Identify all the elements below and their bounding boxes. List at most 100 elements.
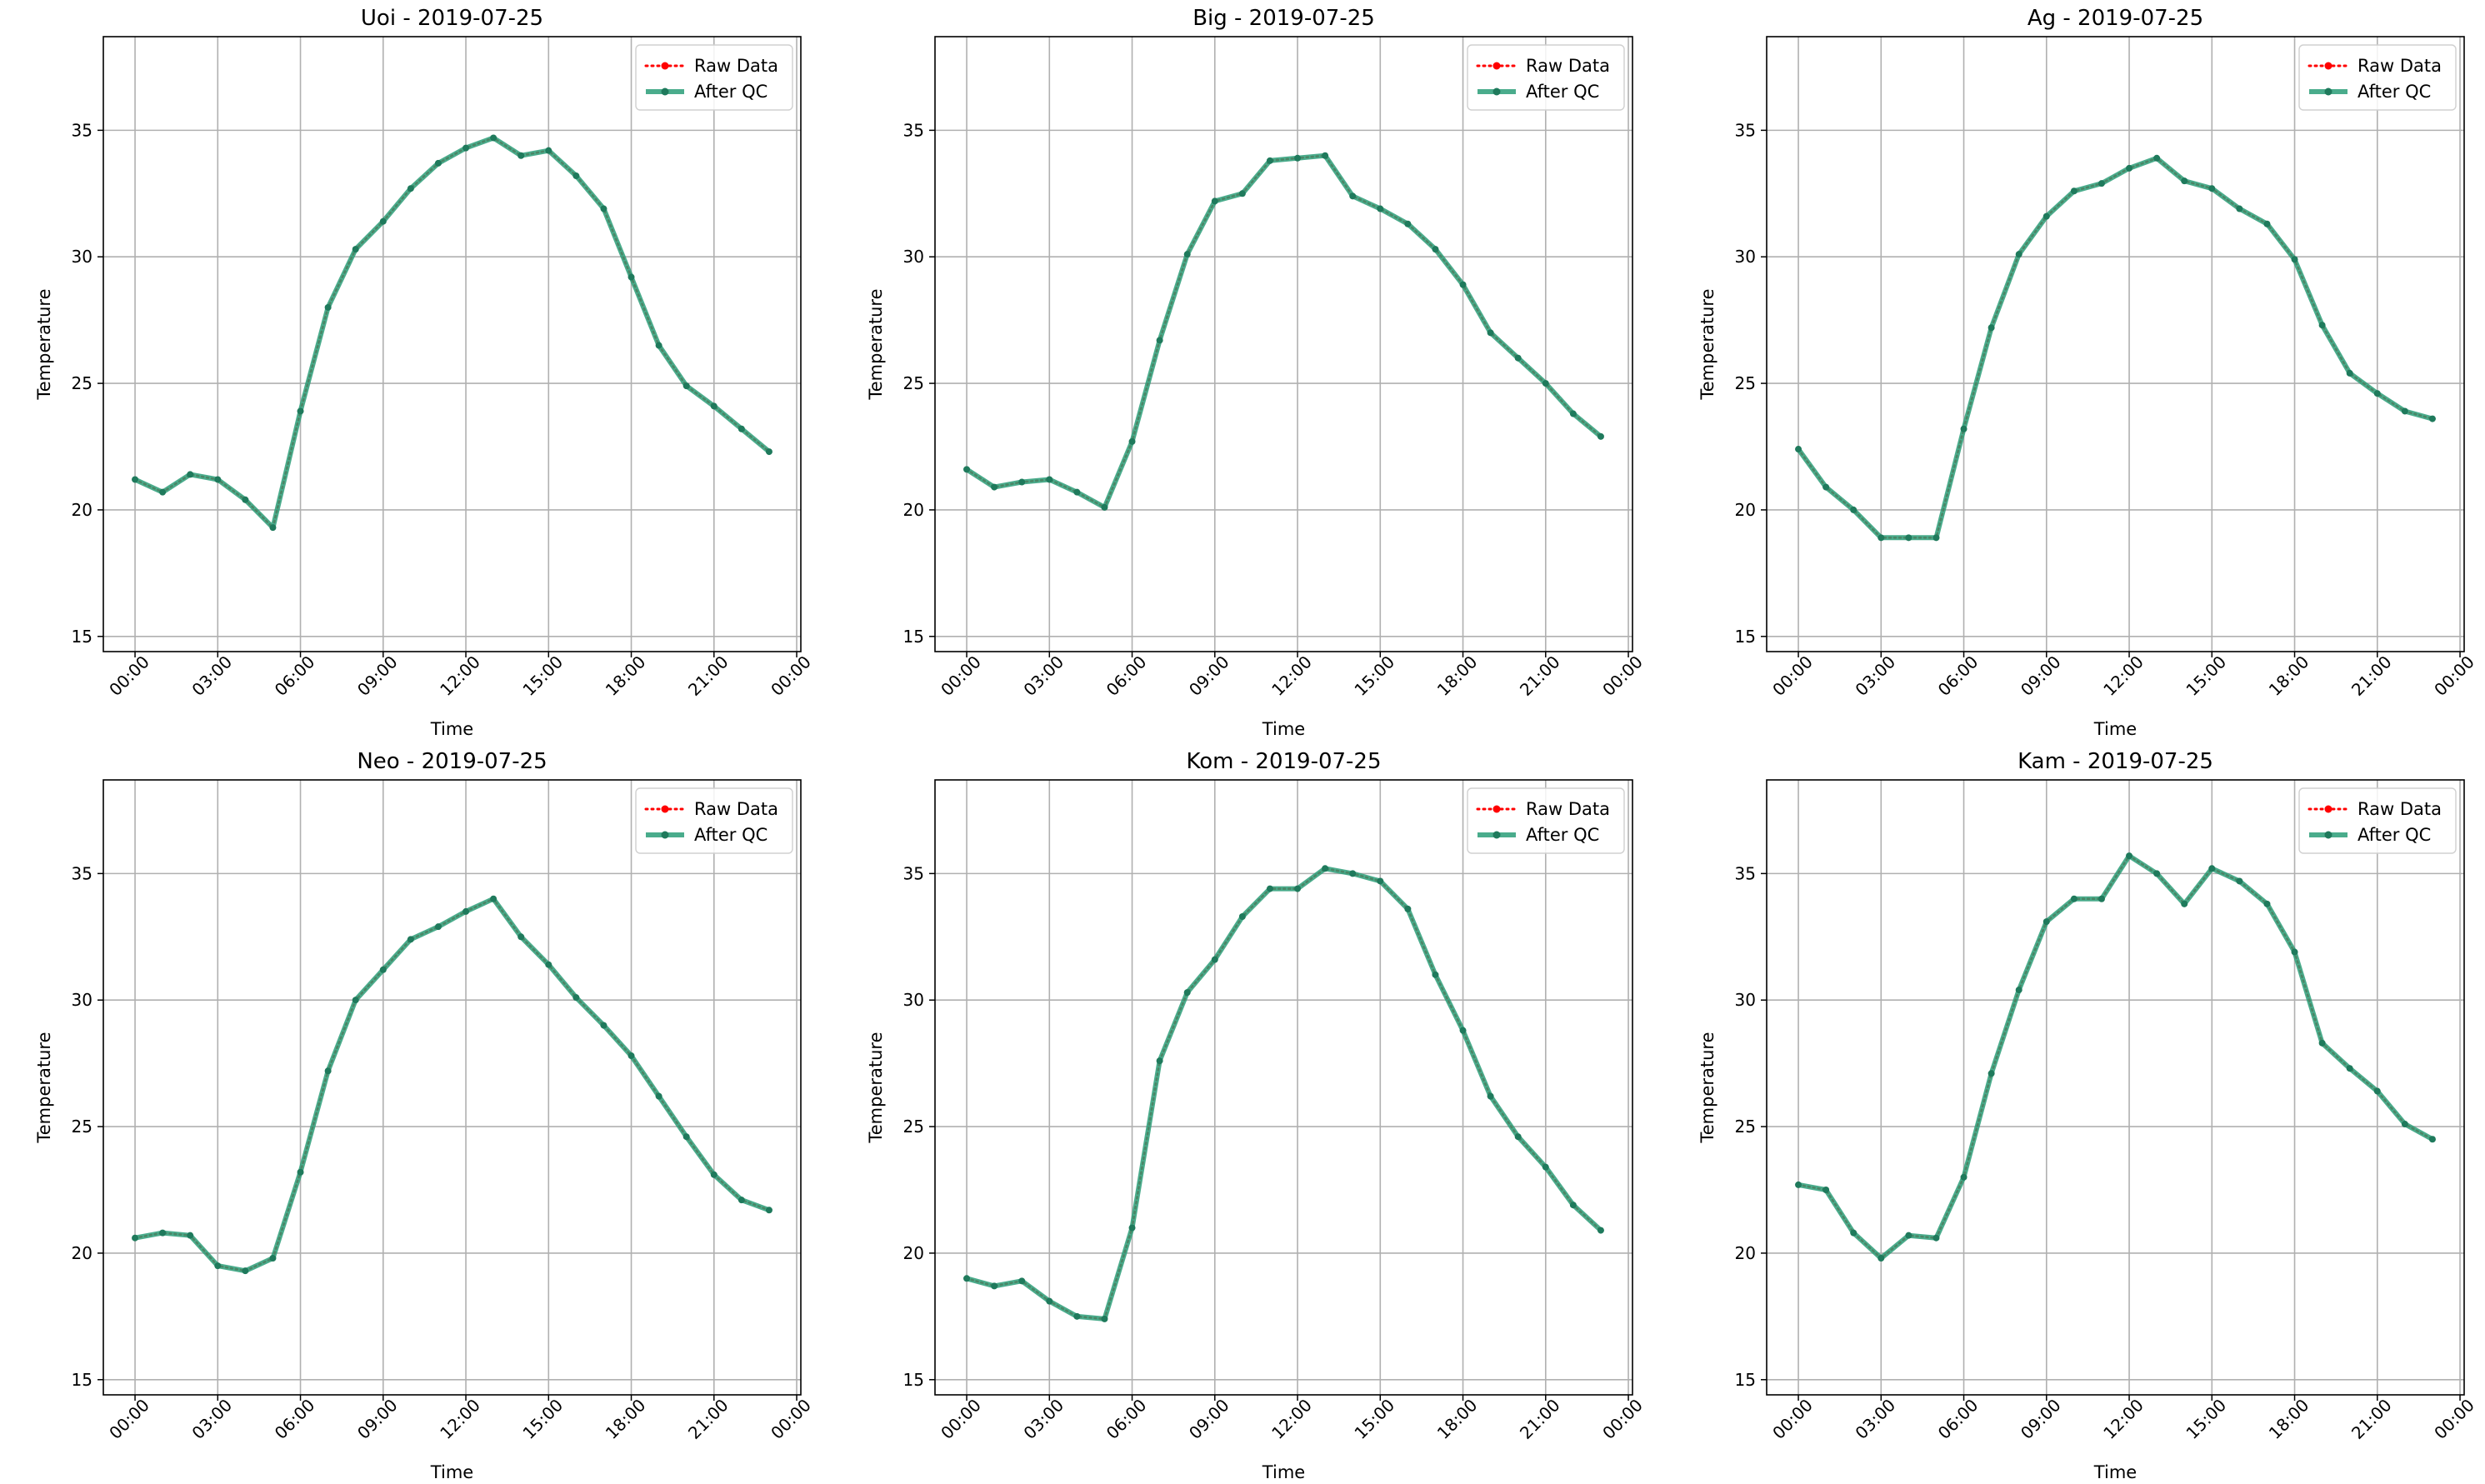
- subplot: Kam - 2019-07-25 00:00 03:00 06:00 09:00 12:0…: [1698, 749, 2478, 1482]
- x-tick-label: 06:00: [1934, 1395, 1982, 1443]
- chart-title: Neo - 2019-07-25: [357, 749, 547, 774]
- after-qc-point: [1487, 329, 1494, 337]
- after-qc-line: [966, 866, 1603, 1322]
- after-qc-point: [1459, 1027, 1467, 1034]
- x-tick-label: 12:00: [1268, 652, 1316, 700]
- after-qc-point: [2181, 177, 2188, 185]
- after-qc-point: [2126, 852, 2133, 860]
- legend-label: Raw Data: [694, 56, 778, 76]
- after-qc-point: [1101, 503, 1108, 511]
- x-tick-label: 18:00: [2265, 1395, 2313, 1443]
- x-tick-label: 21:00: [684, 652, 732, 700]
- legend: Raw Data After QC: [635, 44, 793, 111]
- y-axis-label: Temperature: [866, 1032, 886, 1143]
- after-qc-point: [324, 303, 332, 311]
- after-qc-point: [2346, 369, 2353, 377]
- x-axis-label: Time: [1262, 1462, 1305, 1482]
- after-qc-point: [655, 342, 662, 349]
- y-tick-label: 30: [903, 247, 924, 267]
- y-tick-label: 30: [72, 247, 92, 267]
- plot-frame: [934, 779, 1633, 1396]
- after-qc-point: [1101, 1315, 1108, 1322]
- after-qc-point: [1487, 1092, 1494, 1100]
- x-tick-label: 18:00: [2265, 652, 2313, 700]
- after-qc-point: [1905, 1232, 1912, 1239]
- y-tick-label: 25: [72, 1117, 92, 1137]
- y-tick-label: 15: [1735, 627, 1756, 647]
- x-tick-label: 06:00: [271, 1395, 319, 1443]
- after-qc-point: [1850, 1229, 1858, 1237]
- after-qc-point: [132, 476, 139, 483]
- after-qc-point: [242, 496, 249, 503]
- after-qc-point: [379, 217, 387, 225]
- x-tick-label: 15:00: [518, 1395, 567, 1443]
- y-tick-label: 20: [903, 500, 924, 520]
- after-qc-point: [1183, 989, 1191, 997]
- after-qc-point: [1432, 246, 1439, 253]
- after-qc-point: [462, 907, 470, 915]
- after-qc-point: [1018, 478, 1026, 486]
- legend-raw-marker: [1492, 805, 1501, 813]
- x-tick-label: 03:00: [1019, 1395, 1068, 1443]
- after-qc-point: [1597, 432, 1604, 440]
- after-qc-point: [572, 994, 580, 1002]
- after-qc-point: [2098, 895, 2105, 902]
- after-qc-line: [133, 135, 771, 531]
- legend-label: Raw Data: [2358, 799, 2442, 819]
- after-qc-point: [2263, 220, 2271, 227]
- x-tick-label: 15:00: [2182, 1395, 2230, 1443]
- after-qc-point: [1459, 281, 1467, 288]
- x-tick-label: 09:00: [2017, 652, 2065, 700]
- after-qc-point: [434, 159, 442, 167]
- x-tick-label: 00:00: [1768, 652, 1817, 700]
- legend-label: Raw Data: [1526, 799, 1610, 819]
- after-qc-point: [1128, 437, 1136, 445]
- y-tick-label: 30: [1735, 247, 1756, 267]
- after-qc-point: [2236, 205, 2243, 212]
- after-qc-point: [434, 923, 442, 931]
- x-tick-label: 09:00: [353, 652, 402, 700]
- after-qc-point: [1046, 476, 1053, 483]
- after-qc-point: [1432, 971, 1439, 978]
- after-qc-line: [134, 896, 771, 1274]
- after-qc-point: [1795, 446, 1802, 453]
- after-qc-point: [1183, 251, 1191, 258]
- raw-data-line: [133, 897, 771, 1272]
- y-axis-label: Temperature: [1698, 288, 1718, 400]
- after-qc-point: [462, 144, 470, 152]
- after-qc-point: [1238, 913, 1246, 920]
- legend-raw-marker: [661, 805, 669, 813]
- x-tick-label: 21:00: [684, 1395, 732, 1443]
- after-qc-point: [1850, 506, 1858, 513]
- after-qc-point: [1988, 1070, 1995, 1077]
- after-qc-point: [1542, 380, 1549, 387]
- after-qc-point: [2263, 900, 2271, 907]
- chart-title: Big - 2019-07-25: [1192, 6, 1375, 31]
- after-qc-point: [2318, 1039, 2326, 1047]
- x-tick-label: 12:00: [1268, 1395, 1316, 1443]
- after-qc-point: [738, 425, 745, 432]
- legend: Raw Data After QC: [635, 787, 793, 854]
- legend: Raw Data After QC: [1467, 787, 1625, 854]
- x-tick-label: 12:00: [436, 1395, 484, 1443]
- x-tick-label: 15:00: [1350, 652, 1398, 700]
- after-qc-point: [1322, 865, 1329, 872]
- after-qc-point: [2318, 322, 2326, 329]
- after-qc-point: [297, 407, 304, 415]
- x-axis-label: Time: [430, 1462, 473, 1482]
- after-qc-point: [1404, 905, 1412, 912]
- after-qc-point: [1046, 1297, 1053, 1305]
- legend-label: After QC: [2358, 825, 2431, 845]
- y-tick-label: 15: [903, 627, 924, 647]
- y-tick-label: 35: [72, 120, 92, 140]
- after-qc-point: [1932, 1234, 1940, 1242]
- x-tick-label: 03:00: [1851, 652, 1899, 700]
- x-axis-label: Time: [430, 719, 473, 739]
- raw-data-line: [965, 867, 1602, 1321]
- chart-title: Ag - 2019-07-25: [2028, 6, 2203, 31]
- after-qc-point: [991, 1282, 998, 1290]
- plot-frame: [1766, 779, 2465, 1396]
- x-tick-label: 12:00: [436, 652, 484, 700]
- chart-title: Uoi - 2019-07-25: [361, 6, 543, 31]
- x-axis-label: Time: [2093, 1462, 2137, 1482]
